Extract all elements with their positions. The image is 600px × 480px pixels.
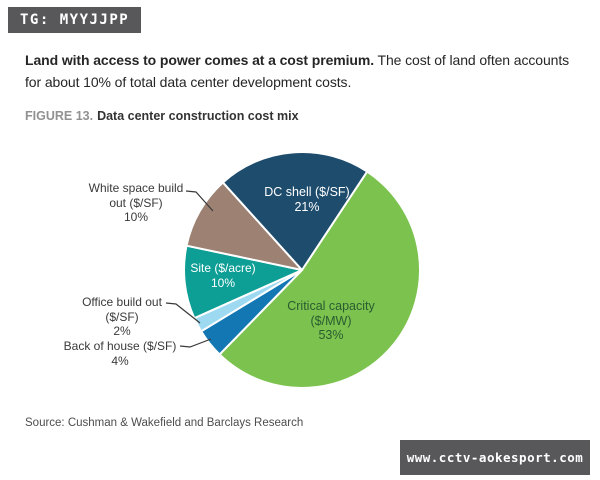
intro-paragraph: Land with access to power comes at a cos… xyxy=(25,50,577,93)
figure-caption: FIGURE 13. Data center construction cost … xyxy=(25,109,299,123)
intro-bold-sentence: Land with access to power comes at a cos… xyxy=(25,52,374,68)
pie-slice-white-space-build-out xyxy=(185,181,303,271)
pie-slice-dc-shell xyxy=(221,151,369,271)
watermark-url-text: www.cctv-aokesport.com xyxy=(406,450,584,465)
figure-title: Data center construction cost mix xyxy=(97,109,299,123)
top-left-tag-label: TG: MYYJJPP xyxy=(20,12,130,28)
leader-line-office-build-out xyxy=(165,302,201,324)
intro-rest-sentence: The cost of land often accounts for abou… xyxy=(25,52,570,90)
figure-number-label: FIGURE 13. xyxy=(25,109,94,123)
pie-slice-critical-capacity xyxy=(218,170,422,389)
leader-line-back-of-house xyxy=(179,338,212,348)
watermark-badge: www.cctv-aokesport.com xyxy=(400,440,590,475)
leader-line-white-space-build-out xyxy=(185,190,214,212)
top-left-tag-badge: TG: MYYJJPP xyxy=(8,7,142,33)
source-note: Source: Cushman & Wakefield and Barclays… xyxy=(25,417,304,429)
